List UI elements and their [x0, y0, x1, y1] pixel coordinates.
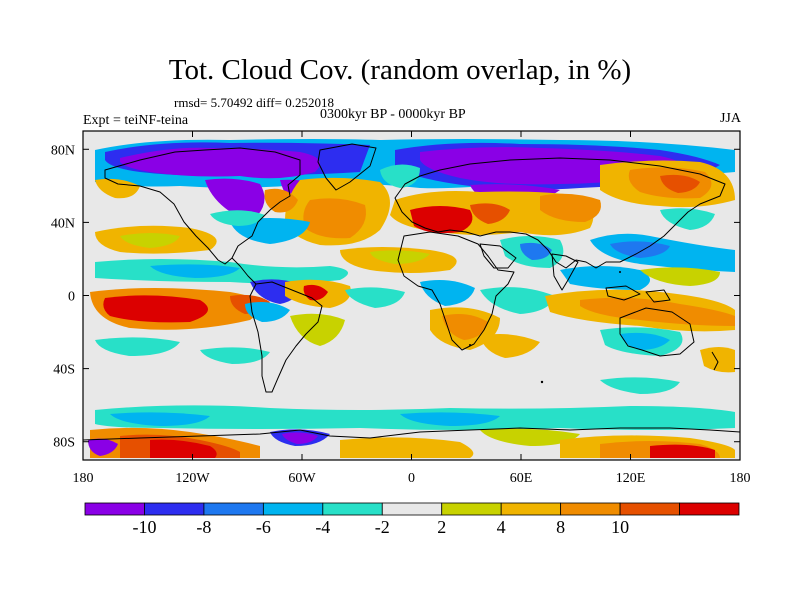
season-label: JJA — [719, 111, 741, 126]
colorbar-box — [560, 502, 621, 516]
y-axis: 80N 40N 0 40S 80S — [51, 143, 740, 451]
anomaly-region — [303, 284, 328, 301]
y-tick-label: 80N — [51, 143, 75, 158]
anomaly-field — [88, 139, 735, 458]
arabia-coast — [479, 243, 517, 269]
colorbar-box — [619, 502, 680, 516]
x-tick-label: 180 — [73, 471, 94, 486]
anomaly-region — [480, 428, 580, 446]
anomaly-region — [245, 302, 290, 322]
colorbar-label: 10 — [611, 517, 629, 537]
anomaly-region — [103, 295, 208, 323]
x-tick-label: 180 — [730, 471, 751, 486]
y-tick-label: 40S — [53, 363, 75, 378]
x-tick-label: 0 — [408, 471, 415, 486]
anomaly-region — [120, 147, 320, 179]
colorbar-label: -2 — [375, 517, 390, 537]
anomaly-region — [610, 241, 670, 258]
colorbar-label: -8 — [196, 517, 211, 537]
anomaly-region — [120, 233, 180, 248]
anomaly-region — [290, 313, 345, 346]
colorbar-box — [679, 502, 740, 516]
south-america-coast — [249, 281, 323, 393]
new-zealand-coast — [711, 351, 719, 371]
colorbar-box — [322, 502, 383, 516]
map-plot-area — [83, 131, 740, 460]
y-tick-label: 80S — [53, 436, 75, 451]
colorbar-box — [381, 502, 443, 516]
anomaly-region — [150, 264, 240, 278]
anomaly-region — [640, 267, 720, 286]
anomaly-region — [620, 332, 670, 350]
x-tick-label: 120E — [616, 471, 646, 486]
x-tick-label: 120W — [175, 471, 210, 486]
anomaly-region — [205, 178, 265, 217]
anomaly-region — [660, 174, 700, 193]
anomaly-region — [600, 377, 680, 394]
anomaly-region — [420, 280, 475, 306]
anomaly-region — [303, 198, 366, 239]
anomaly-region — [650, 444, 715, 458]
colorbar-box — [84, 502, 145, 516]
plot-title: Tot. Cloud Cov. (random overlap, in %) — [168, 54, 632, 86]
anomaly-region — [540, 193, 601, 222]
anomaly-region — [580, 297, 735, 326]
x-tick-label: 60E — [510, 471, 533, 486]
stats-text: rmsd= 5.70492 diff= 0.252018 — [174, 95, 334, 110]
anomaly-region — [380, 164, 420, 188]
maritime-continent-coast — [605, 285, 671, 303]
islands — [469, 271, 621, 384]
colorbar: -10 -8 -6 -4 -2 2 4 8 10 — [84, 502, 740, 537]
north-america-coast — [104, 147, 301, 265]
anomaly-region — [660, 208, 715, 230]
anomaly-region — [400, 412, 500, 426]
anomaly-region — [282, 432, 318, 444]
india-coast — [551, 253, 579, 291]
anomaly-region — [520, 242, 552, 260]
anomaly-region — [442, 314, 488, 340]
colorbar-box — [441, 502, 502, 516]
anomaly-region — [470, 203, 510, 224]
anomaly-region — [110, 412, 210, 426]
australia-coast — [619, 307, 695, 357]
anomaly-region — [210, 210, 265, 226]
colorbar-label: 2 — [437, 517, 446, 537]
x-axis: 180 120W 60W 0 60E 120E 180 — [73, 131, 751, 486]
experiment-label: Expt = teiNF-teina — [83, 113, 189, 128]
colorbar-label: -6 — [256, 517, 271, 537]
anomaly-region — [370, 250, 430, 264]
anomaly-region — [200, 347, 270, 364]
coastlines — [83, 143, 740, 441]
x-tick-label: 60W — [288, 471, 316, 486]
colorbar-label: -4 — [315, 517, 330, 537]
y-tick-label: 0 — [68, 290, 75, 305]
anomaly-region — [410, 206, 473, 234]
anomaly-region — [340, 437, 474, 458]
anomaly-region — [700, 347, 735, 373]
y-tick-label: 40N — [51, 216, 75, 231]
greenland-coast — [317, 143, 377, 191]
anomaly-region — [150, 439, 217, 458]
colorbar-box — [262, 502, 324, 516]
period-subtitle: 0300kyr BP - 0000kyr BP — [320, 107, 466, 122]
colorbar-label: -10 — [132, 517, 156, 537]
central-america-coast — [231, 257, 257, 285]
anomaly-region — [95, 337, 180, 356]
colorbar-box — [144, 502, 205, 516]
anomaly-region — [95, 178, 140, 199]
eurasia-coast — [394, 157, 726, 269]
anomaly-region — [88, 438, 118, 456]
colorbar-label: 8 — [556, 517, 565, 537]
colorbar-box — [500, 502, 562, 516]
anomaly-region — [480, 334, 540, 358]
antarctica-coast — [83, 427, 740, 441]
colorbar-label: 4 — [497, 517, 506, 537]
anomaly-region — [560, 266, 650, 290]
colorbar-box — [203, 502, 264, 516]
anomaly-region — [345, 287, 405, 308]
